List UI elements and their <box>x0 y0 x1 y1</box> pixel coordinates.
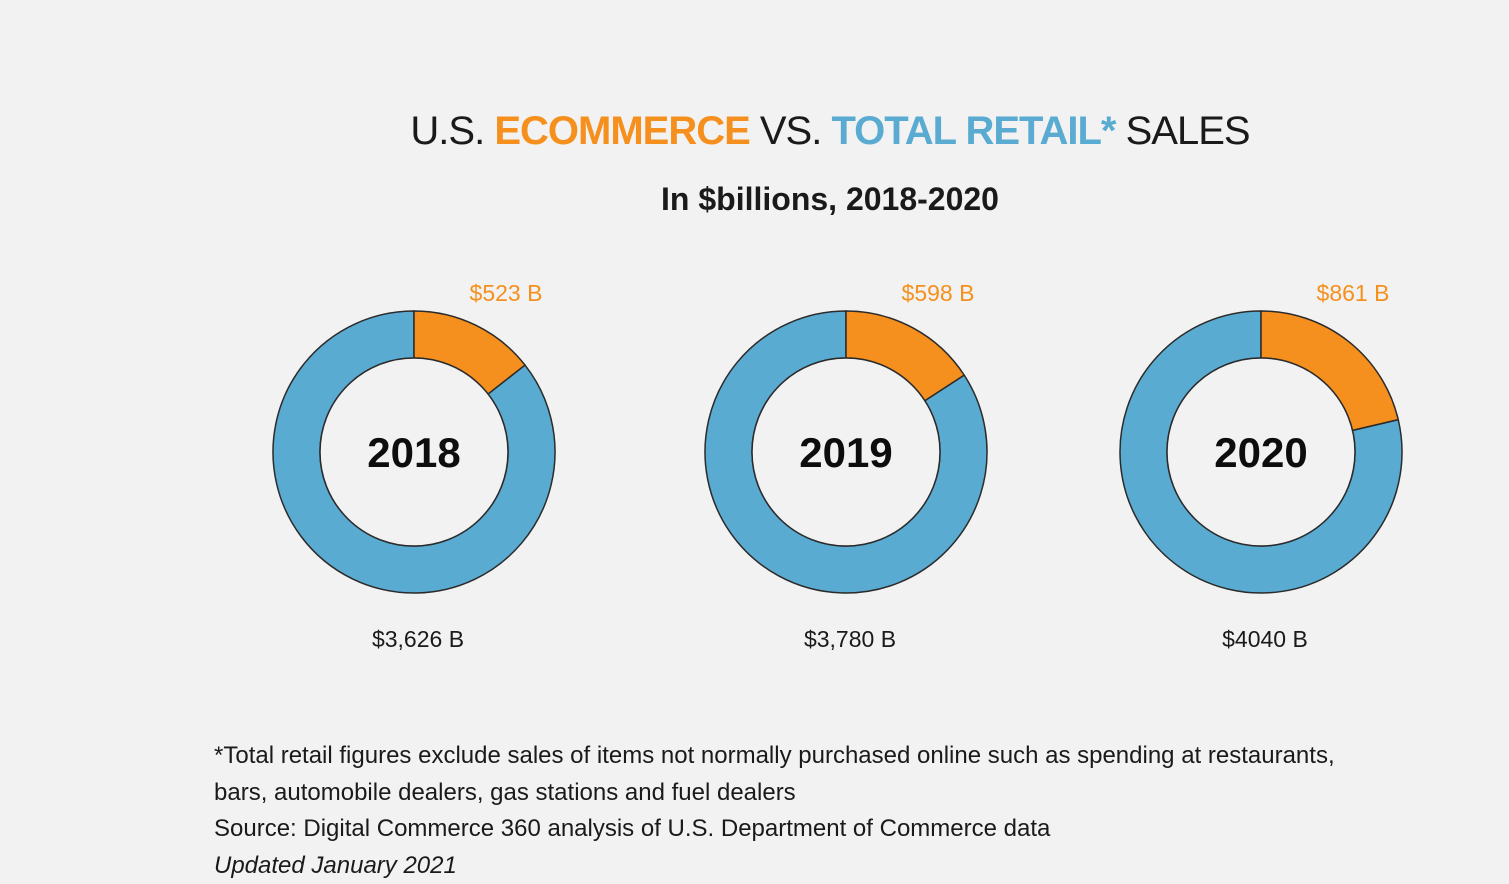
year-label-2018: 2018 <box>367 429 460 476</box>
footnote-line-1: *Total retail figures exclude sales of i… <box>214 738 1474 775</box>
total-retail-value-label-2020: $4040 B <box>1222 626 1308 652</box>
total-retail-value-label-2019: $3,780 B <box>804 626 896 652</box>
footnotes: *Total retail figures exclude sales of i… <box>214 738 1474 884</box>
updated-note: Updated January 2021 <box>214 848 1474 884</box>
footnote-line-2: bars, automobile dealers, gas stations a… <box>214 775 1474 812</box>
year-label-2020: 2020 <box>1214 429 1307 476</box>
year-label-2019: 2019 <box>799 429 892 476</box>
source-note: Source: Digital Commerce 360 analysis of… <box>214 811 1474 848</box>
ecommerce-value-label-2018: $523 B <box>470 280 543 306</box>
total-retail-value-label-2018: $3,626 B <box>372 626 464 652</box>
ecommerce-value-label-2020: $861 B <box>1317 280 1390 306</box>
ecommerce-value-label-2019: $598 B <box>902 280 975 306</box>
donut-charts: 2018 $523 B $3,626 B 2019 $598 B $3,780 B 2020… <box>0 0 1509 700</box>
